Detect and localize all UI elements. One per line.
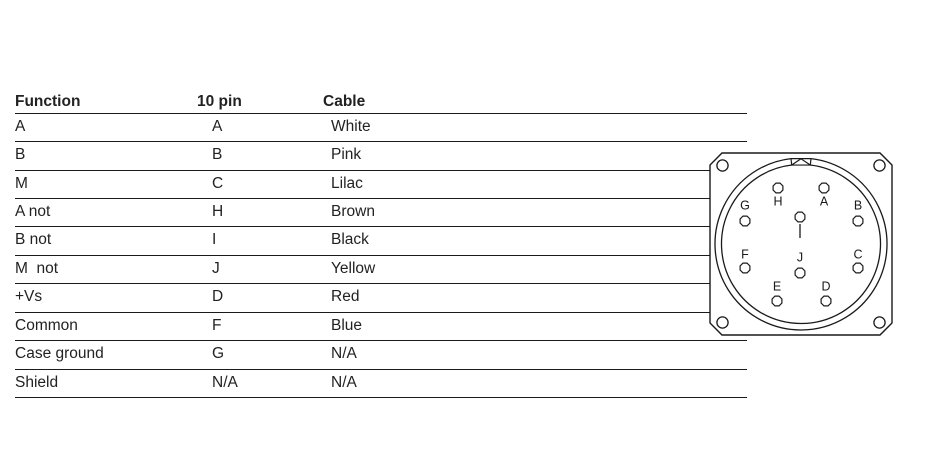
svg-text:J: J [797, 250, 803, 264]
svg-text:F: F [741, 247, 749, 261]
svg-text:A: A [820, 194, 829, 208]
svg-text:D: D [821, 279, 830, 293]
svg-text:C: C [853, 247, 862, 261]
svg-text:B: B [854, 198, 862, 212]
svg-text:H: H [773, 194, 782, 208]
svg-text:G: G [740, 198, 750, 212]
svg-text:E: E [773, 279, 781, 293]
